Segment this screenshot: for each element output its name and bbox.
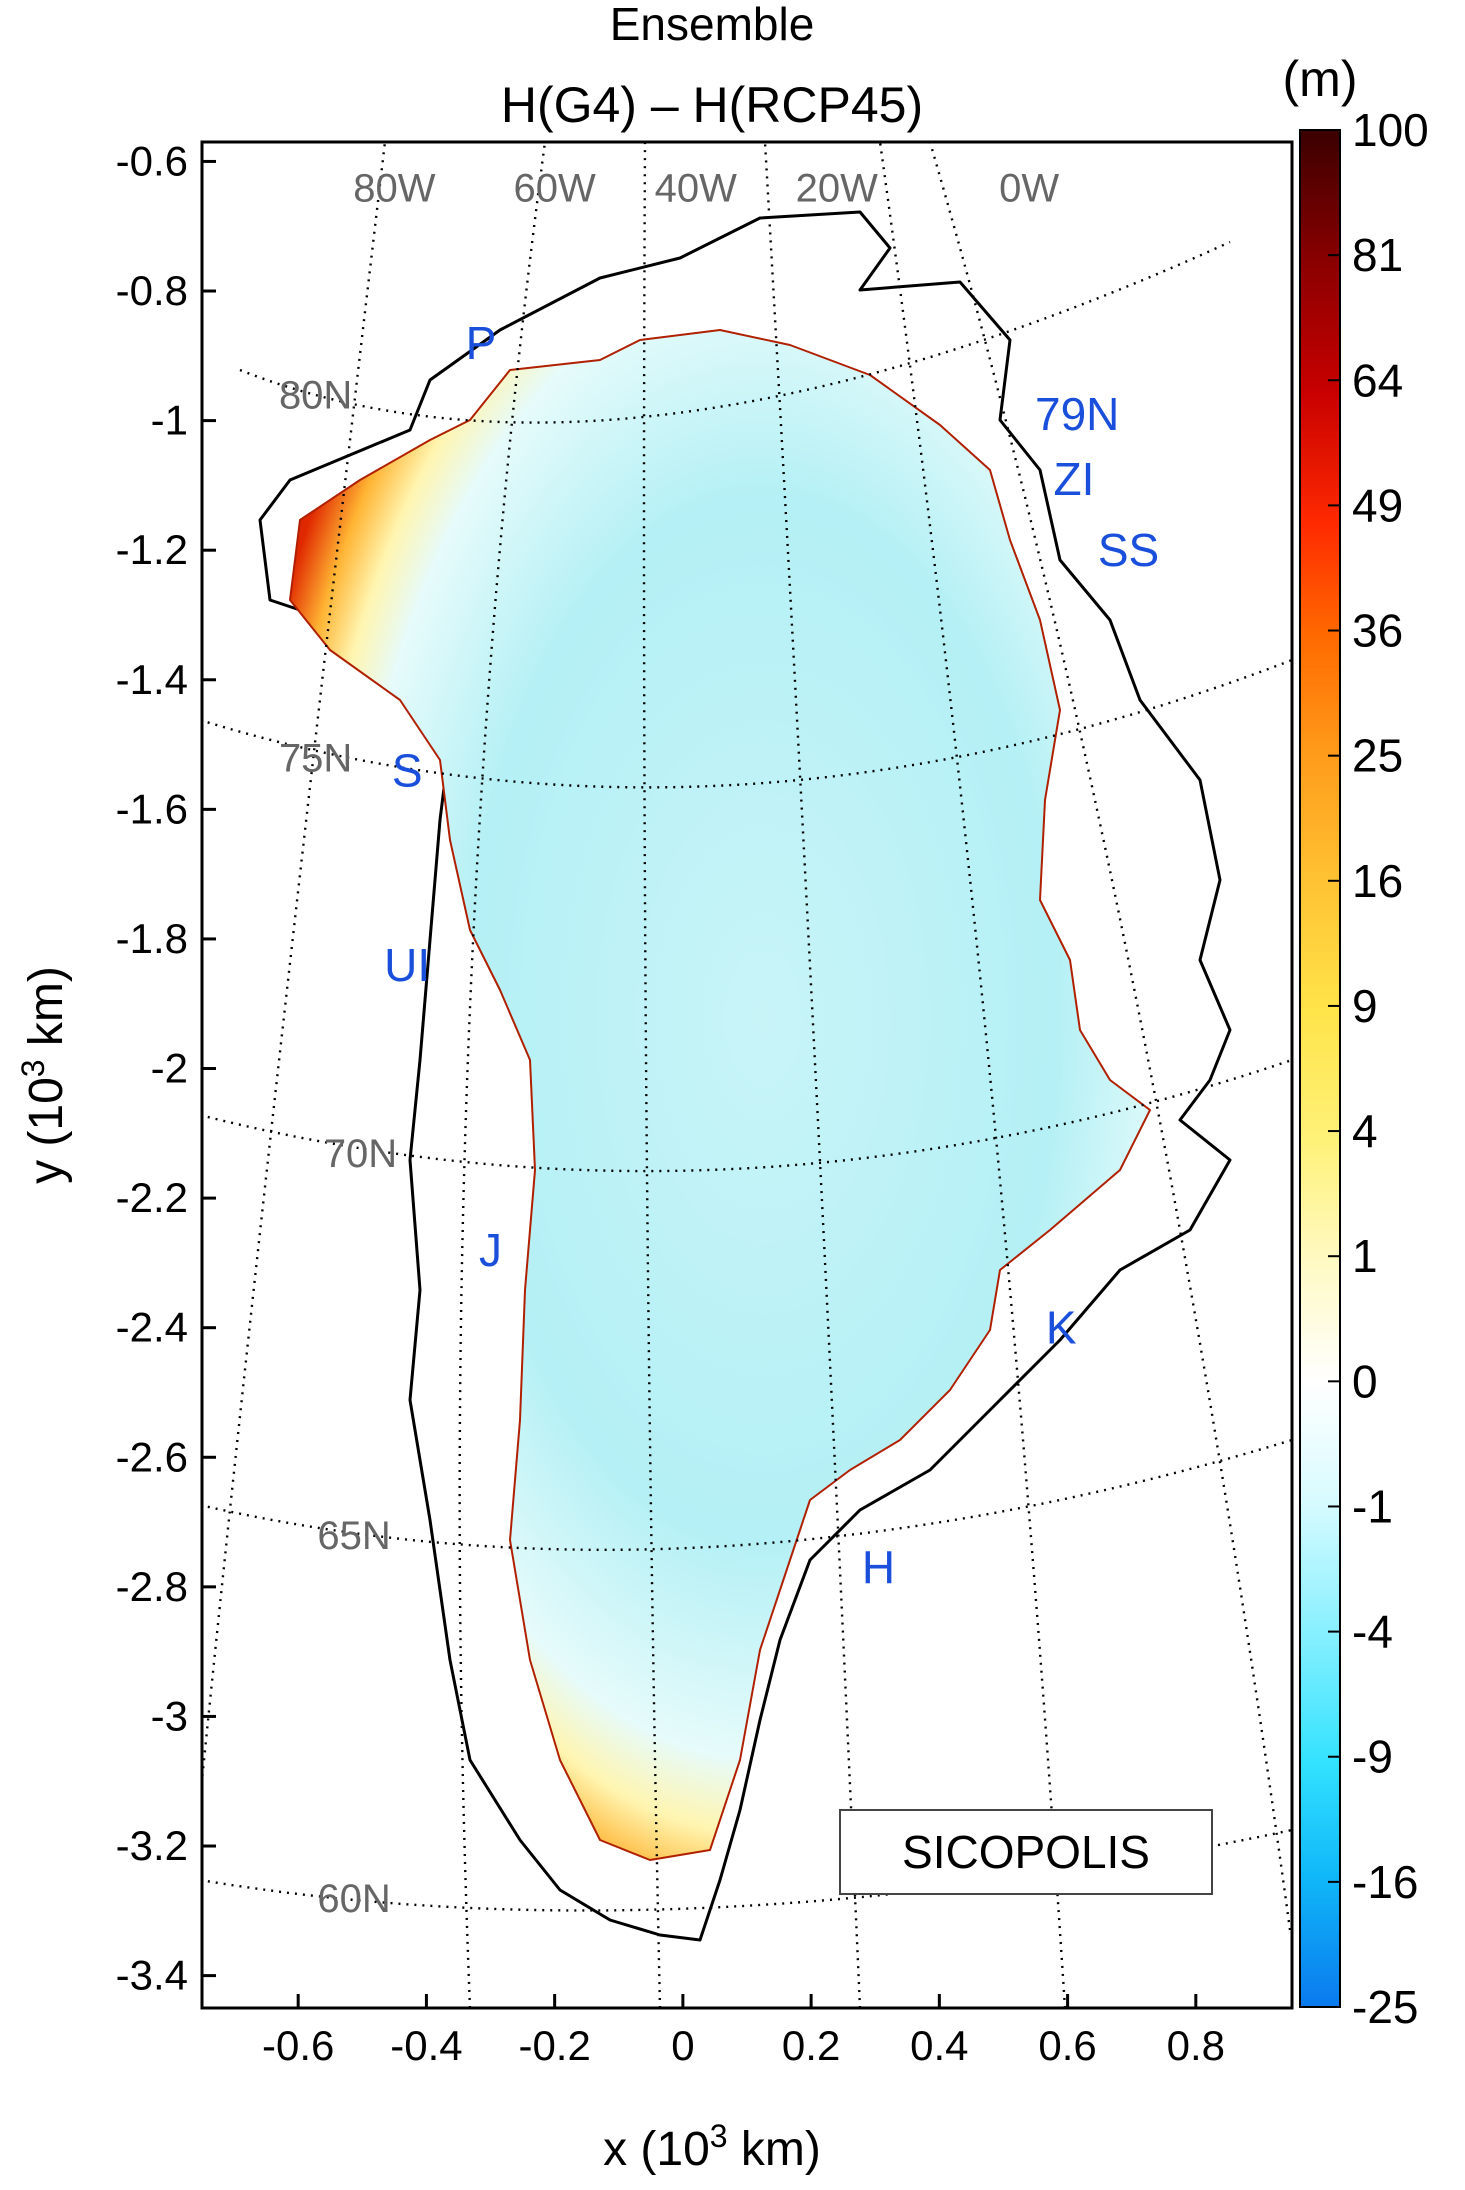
meridian-0w [878,142,1067,2008]
region-label: ZI [1054,453,1095,505]
chart-subtitle: H(G4) – H(RCP45) [501,77,923,133]
colorbar-tick-label: -4 [1352,1606,1393,1658]
x-tick-label: 0.6 [1038,2022,1096,2069]
colorbar-ramp [1299,129,1341,2008]
region-label: H [862,1541,895,1593]
y-tick-label: -2.4 [116,1304,188,1351]
longitude-label: 40W [655,166,737,210]
colorbar-tick-label: -9 [1352,1731,1393,1783]
y-tick-label: -2.8 [116,1563,188,1610]
colorbar: (m) 100 81 64 49 36 25 16 9 4 1 0 -1 -4 -9 -16 -25 [1283,51,1429,2033]
region-label: 79N [1035,388,1119,440]
graticule [202,142,1292,2008]
parallel-70n [202,1058,1292,1173]
region-label: UI [384,939,430,991]
latitude-label: 70N [324,1132,397,1176]
latitude-label: 60N [317,1877,390,1921]
x-tick-label: -0.4 [390,2022,462,2069]
x-axis: -0.6 -0.4 -0.2 0 0.2 0.4 0.6 0.8 [262,1994,1225,2069]
y-tick-label: -1.2 [116,526,188,573]
ice-sheet-field [289,329,1151,1861]
x-tick-label: 0.4 [910,2022,968,2069]
x-tick-label: 0 [671,2022,694,2069]
y-tick-label: -3.2 [116,1822,188,1869]
colorbar-tick-label: 25 [1352,730,1403,782]
colorbar-tick-label: 49 [1352,479,1403,531]
longitude-label: 0W [999,166,1059,210]
longitude-label: 80W [353,166,435,210]
colorbar-tick-label: -16 [1352,1856,1418,1908]
y-tick-label: -1.4 [116,656,188,703]
latitude-label: 80N [279,374,352,418]
x-tick-label: 0.8 [1167,2022,1225,2069]
x-tick-label: -0.2 [518,2022,590,2069]
colorbar-tick-label: 36 [1352,605,1403,657]
y-tick-label: -1 [151,397,188,444]
colorbar-tick-label: -25 [1352,1981,1418,2033]
region-label: P [466,317,497,369]
colorbar-tick-label: 81 [1352,229,1403,281]
colorbar-tick-label: 100 [1352,104,1429,156]
colorbar-tick-label: 9 [1352,980,1378,1032]
colorbar-tick-label: 16 [1352,855,1403,907]
y-tick-label: -2.2 [116,1174,188,1221]
y-tick-label: -0.8 [116,267,188,314]
colorbar-tick-label: 64 [1352,354,1403,406]
y-axis: -0.6 -0.8 -1 -1.2 -1.4 -1.6 -1.8 -2 -2.2 -2.4 -2.6… [116,137,216,1999]
parallel-65n [202,1438,1292,1552]
colorbar-tick-label: 0 [1352,1355,1378,1407]
region-label: J [479,1224,502,1276]
y-tick-label: -0.6 [116,137,188,184]
colorbar-tick-label: 4 [1352,1105,1378,1157]
parallel-60n [202,1828,1292,1912]
colorbar-unit: (m) [1283,51,1358,107]
graticule-labels: 80W 60W 40W 20W 0W 80N 75N 70N 65N 60N [279,166,1059,1921]
chart-title: Ensemble [610,0,815,50]
y-tick-label: -2 [151,1045,188,1092]
x-axis-label: x (103 km) [603,2118,821,2176]
longitude-label: 60W [514,166,596,210]
y-tick-label: -3 [151,1692,188,1739]
region-label: SS [1098,524,1159,576]
y-tick-label: -2.6 [116,1433,188,1480]
x-tick-label: 0.2 [782,2022,840,2069]
region-label: K [1046,1302,1077,1354]
x-tick-label: -0.6 [262,2022,334,2069]
y-axis-label: y (103 km) [15,966,73,1184]
y-tick-label: -1.6 [116,785,188,832]
latitude-label: 75N [279,737,352,781]
region-label: S [392,744,423,796]
meridian-40w [642,142,662,2008]
y-tick-label: -3.4 [116,1952,188,1999]
meridian-80w [202,142,387,1793]
model-label-box: SICOPOLIS [839,1809,1213,1895]
model-label: SICOPOLIS [902,1826,1150,1878]
latitude-label: 65N [317,1514,390,1558]
colorbar-tick-label: 1 [1352,1230,1378,1282]
parallel-80n [239,240,1231,424]
y-tick-label: -1.8 [116,915,188,962]
colorbar-ticks: 100 81 64 49 36 25 16 9 4 1 0 -1 -4 -9 -16 -25 [1328,104,1429,2033]
meridian-20w [763,142,862,2008]
colorbar-tick-label: -1 [1352,1480,1393,1532]
longitude-label: 20W [796,166,878,210]
